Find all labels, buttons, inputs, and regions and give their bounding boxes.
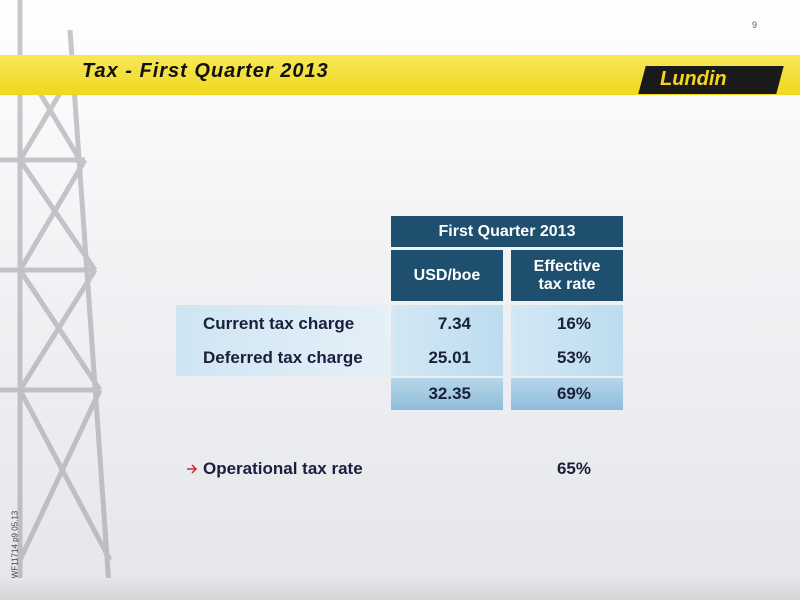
footer-band <box>0 578 800 600</box>
rig-tower <box>0 0 113 600</box>
page-number: 9 <box>752 20 758 30</box>
column-header: USD/boe <box>391 250 503 301</box>
value-cell <box>511 305 623 376</box>
total-usd: 32.35 <box>391 378 503 410</box>
column-header: Effective tax rate <box>511 250 623 301</box>
operational-value: 65% <box>556 459 591 478</box>
value-cell <box>391 305 503 376</box>
usd-value: 7.34 <box>437 314 471 333</box>
usd-value: 25.01 <box>428 348 471 367</box>
row-label: Current tax charge <box>203 314 355 333</box>
rate-value: 53% <box>556 348 591 367</box>
bullet-arrow <box>187 464 198 474</box>
row-label: Deferred tax charge <box>203 348 363 367</box>
operational-label: Operational tax rate <box>203 459 363 478</box>
footer-code: WF11714 p9 05.13 <box>10 510 20 579</box>
period-header: First Quarter 2013 <box>391 216 623 247</box>
logo: Lundin <box>660 68 727 90</box>
rate-value: 16% <box>556 314 591 333</box>
total-rate: 69% <box>511 378 623 410</box>
label-cell <box>176 305 388 376</box>
slide-title: Tax - First Quarter 2013 <box>82 60 329 82</box>
